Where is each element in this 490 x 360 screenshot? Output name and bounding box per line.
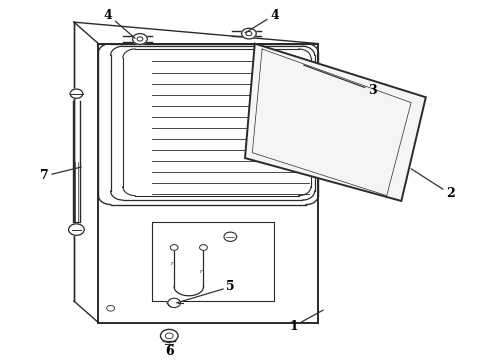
Text: 4: 4 (245, 9, 279, 33)
Text: r: r (171, 261, 173, 266)
Text: r: r (200, 269, 202, 274)
Text: 6: 6 (165, 344, 173, 358)
Text: 7: 7 (40, 167, 81, 183)
Circle shape (199, 244, 207, 250)
Polygon shape (245, 44, 426, 201)
Text: 3: 3 (304, 65, 376, 96)
Text: 1: 1 (290, 310, 323, 333)
Circle shape (170, 244, 178, 250)
Circle shape (160, 329, 178, 342)
Circle shape (133, 33, 147, 44)
Text: 5: 5 (176, 280, 235, 303)
Circle shape (168, 298, 180, 307)
Circle shape (69, 224, 84, 235)
Text: 4: 4 (104, 9, 135, 38)
Circle shape (242, 28, 256, 39)
Text: 2: 2 (411, 169, 455, 200)
Circle shape (70, 89, 83, 98)
